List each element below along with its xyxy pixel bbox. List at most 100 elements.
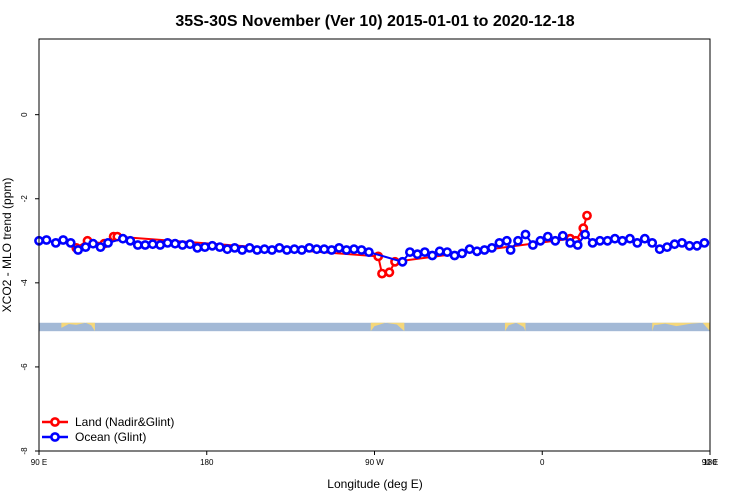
data-point	[162, 237, 173, 248]
data-point	[80, 242, 91, 252]
data-point	[170, 238, 180, 249]
data-point	[582, 210, 592, 221]
data-point	[311, 244, 322, 255]
y-axis: 0 -2 -4 -6 -8	[20, 112, 39, 455]
legend-marker	[50, 417, 60, 427]
data-point	[449, 250, 460, 261]
data-point	[617, 235, 628, 246]
data-point	[281, 245, 292, 255]
data-point	[289, 244, 300, 255]
data-point	[58, 235, 69, 245]
data-point	[319, 244, 330, 255]
land-patch	[370, 322, 405, 332]
data-point	[304, 242, 315, 253]
data-point	[472, 246, 482, 257]
data-point	[349, 244, 359, 255]
data-point	[341, 245, 352, 255]
series-layer	[34, 210, 710, 279]
data-point	[222, 244, 233, 255]
data-point	[542, 231, 553, 242]
y-tick-label: -2	[20, 195, 29, 203]
x-tick-label: 180	[703, 458, 717, 467]
data-point	[632, 237, 643, 248]
data-point	[434, 246, 445, 257]
data-point	[296, 245, 307, 255]
data-point	[565, 237, 576, 248]
data-point	[65, 237, 76, 248]
x-tick-label: 0	[540, 458, 545, 467]
band-layer	[39, 322, 710, 332]
x-tick-label: 180	[200, 458, 214, 467]
data-point	[419, 247, 430, 257]
data-point	[377, 268, 387, 279]
data-point	[125, 235, 136, 246]
land-patch	[504, 322, 526, 332]
data-point	[572, 240, 583, 250]
data-point	[88, 238, 98, 249]
data-point	[207, 240, 218, 251]
data-point	[177, 240, 188, 250]
data-point	[229, 242, 240, 253]
data-point	[259, 244, 270, 255]
data-point	[457, 248, 467, 259]
y-axis-label: XCO2 - MLO trend (ppm)	[0, 178, 14, 313]
data-point	[610, 233, 620, 244]
data-point	[140, 240, 151, 250]
data-point	[639, 233, 650, 244]
data-point	[535, 235, 546, 246]
y-tick-label: -8	[20, 447, 29, 455]
y-tick-label: -6	[20, 363, 29, 371]
data-point	[580, 229, 590, 240]
data-point	[73, 245, 83, 255]
data-point	[557, 230, 568, 241]
data-point	[528, 240, 538, 250]
data-point	[669, 239, 680, 250]
data-point	[95, 242, 106, 252]
legend: Land (Nadir&Glint)Ocean (Glint)	[42, 415, 174, 444]
data-point	[199, 242, 210, 252]
data-point	[647, 237, 658, 248]
data-point	[699, 237, 710, 248]
data-point	[442, 247, 453, 257]
y-tick-label: -4	[20, 279, 29, 287]
data-point	[677, 237, 687, 248]
data-point	[662, 242, 672, 252]
data-point	[595, 235, 605, 246]
data-point	[501, 235, 512, 246]
data-point	[147, 239, 158, 250]
data-point	[41, 235, 52, 245]
x-axis-label: Longitude (deg E)	[327, 477, 422, 491]
data-point	[384, 267, 395, 278]
data-point	[185, 239, 195, 250]
x-tick-label: 90 W	[365, 458, 384, 467]
ocean-band	[39, 322, 710, 332]
data-point	[274, 242, 285, 253]
data-point	[397, 256, 408, 267]
x-tick-label: 90 E	[31, 458, 47, 467]
legend-label: Ocean (Glint)	[75, 430, 146, 444]
data-point	[625, 233, 635, 244]
data-point	[192, 242, 203, 253]
data-point	[363, 247, 374, 257]
data-point	[404, 247, 415, 257]
data-point	[244, 242, 255, 253]
data-point	[486, 242, 497, 253]
land-patch	[652, 322, 710, 332]
data-point	[684, 240, 695, 251]
y-tick-label: 0	[20, 112, 29, 117]
data-point	[252, 245, 262, 255]
legend-label: Land (Nadir&Glint)	[75, 415, 174, 429]
data-point	[326, 245, 337, 255]
data-point	[103, 237, 113, 248]
chart-title: 35S-30S November (Ver 10) 2015-01-01 to …	[175, 13, 574, 30]
land-patch	[61, 322, 95, 332]
data-point	[550, 235, 561, 246]
data-point	[214, 242, 225, 252]
data-point	[520, 229, 531, 240]
data-point	[427, 250, 438, 261]
data-point	[513, 235, 523, 246]
x-tick-label: 90 E	[702, 458, 718, 467]
legend-marker	[50, 432, 60, 442]
